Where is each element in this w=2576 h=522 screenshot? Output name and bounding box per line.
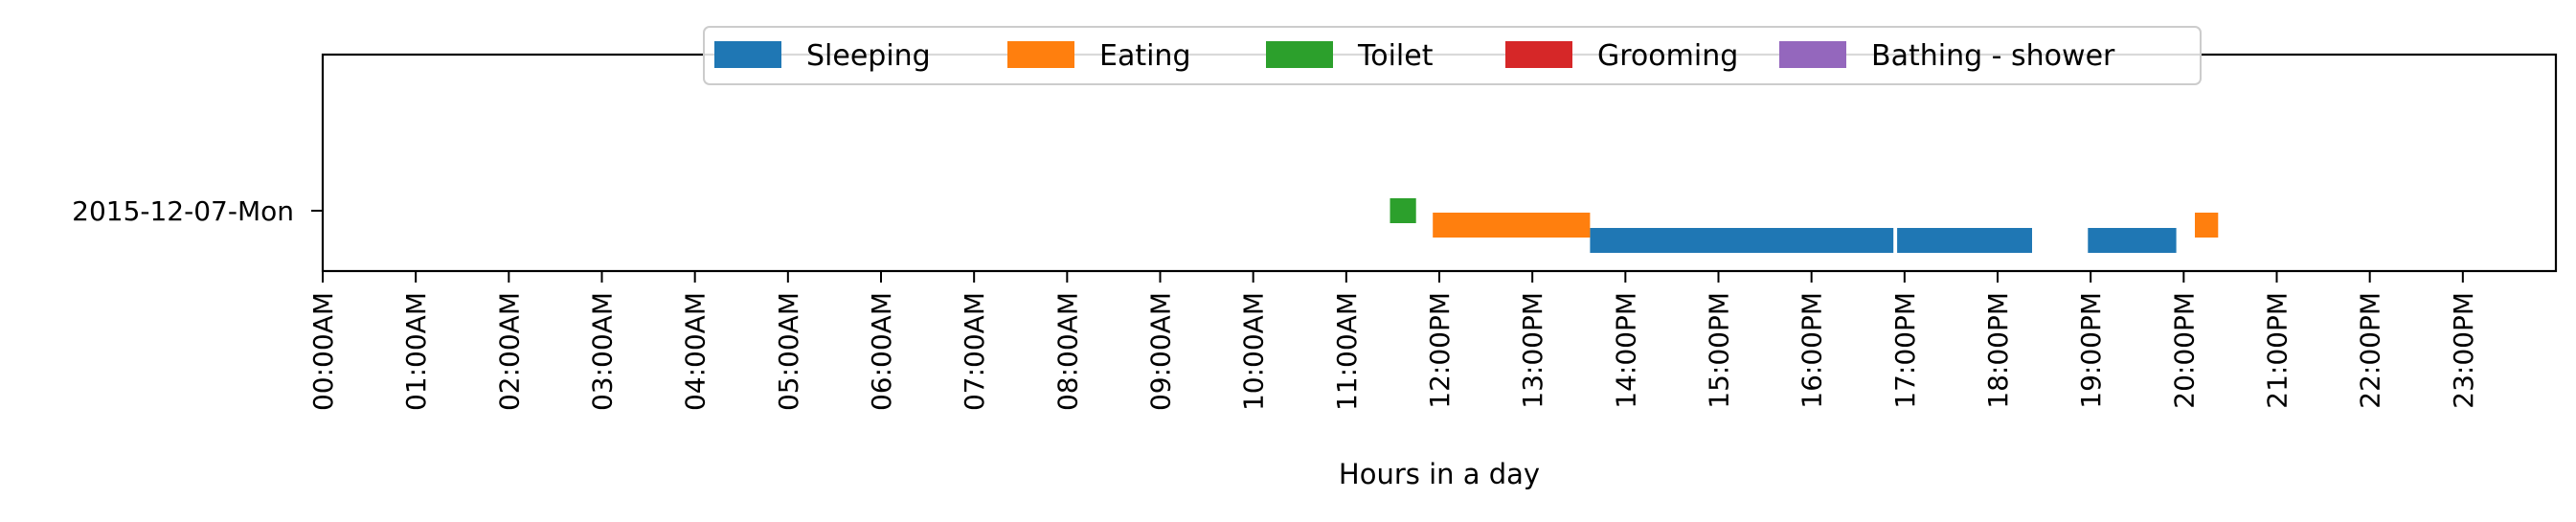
legend-swatch-sleeping — [714, 41, 781, 68]
x-tick-label: 22:00PM — [2355, 292, 2386, 409]
bars-layer — [1390, 198, 2219, 253]
x-axis: 00:00AM 01:00AM 02:00AM 03:00AM 04:00AM 05:00… — [307, 271, 2479, 411]
legend-label: Sleeping — [806, 39, 931, 73]
legend: Sleeping Eating Toilet Grooming Bathing - sh… — [703, 26, 2202, 85]
legend-swatch-toilet — [1266, 41, 1333, 68]
legend-label: Toilet — [1357, 39, 1434, 73]
x-tick-label: 21:00PM — [2262, 292, 2294, 409]
bar-toilet-1 — [1390, 198, 1416, 223]
x-tick-label: 12:00PM — [1424, 292, 1456, 409]
x-tick-label: 19:00PM — [2075, 292, 2107, 409]
bar-eating-2 — [2195, 213, 2219, 238]
x-tick-label: 11:00AM — [1331, 292, 1363, 411]
x-tick-label: 08:00AM — [1051, 292, 1083, 411]
x-tick-label: 01:00AM — [400, 292, 432, 411]
x-tick-label: 10:00AM — [1238, 292, 1270, 411]
x-tick-label: 23:00PM — [2448, 292, 2479, 409]
legend-label: Grooming — [1597, 39, 1738, 73]
x-tick-label: 14:00PM — [1610, 292, 1641, 409]
x-tick-label: 04:00AM — [680, 292, 712, 411]
x-tick-label: 18:00PM — [1982, 292, 2014, 409]
y-tick-label: 2015-12-07-Mon — [72, 195, 294, 227]
plot-frame — [321, 53, 2558, 273]
x-tick-label: 00:00AM — [307, 292, 339, 411]
legend-swatch-bathing-shower — [1779, 41, 1846, 68]
bar-sleeping-3 — [2088, 228, 2177, 253]
x-tick-label: 20:00PM — [2168, 292, 2200, 409]
x-tick-label: 13:00PM — [1517, 292, 1548, 409]
bar-sleeping-1 — [1590, 228, 1894, 253]
x-tick-label: 15:00PM — [1704, 292, 1735, 409]
legend-swatch-eating — [1007, 41, 1074, 68]
y-axis: 2015-12-07-Mon — [72, 195, 323, 227]
legend-swatch-grooming — [1505, 41, 1572, 68]
x-tick-label: 02:00AM — [493, 292, 525, 411]
bar-sleeping-2 — [1897, 228, 2032, 253]
legend-label: Eating — [1099, 39, 1191, 73]
x-tick-label: 09:00AM — [1145, 292, 1177, 411]
x-axis-title: Hours in a day — [1339, 458, 1540, 490]
x-tick-label: 07:00AM — [959, 292, 990, 411]
x-tick-label: 05:00AM — [773, 292, 804, 411]
bar-eating-1 — [1433, 213, 1591, 238]
x-tick-label: 03:00AM — [587, 292, 619, 411]
x-tick-label: 16:00PM — [1796, 292, 1828, 409]
legend-label: Bathing - shower — [1871, 39, 2115, 73]
x-tick-label: 17:00PM — [1889, 292, 1921, 409]
x-tick-label: 06:00AM — [866, 292, 897, 411]
